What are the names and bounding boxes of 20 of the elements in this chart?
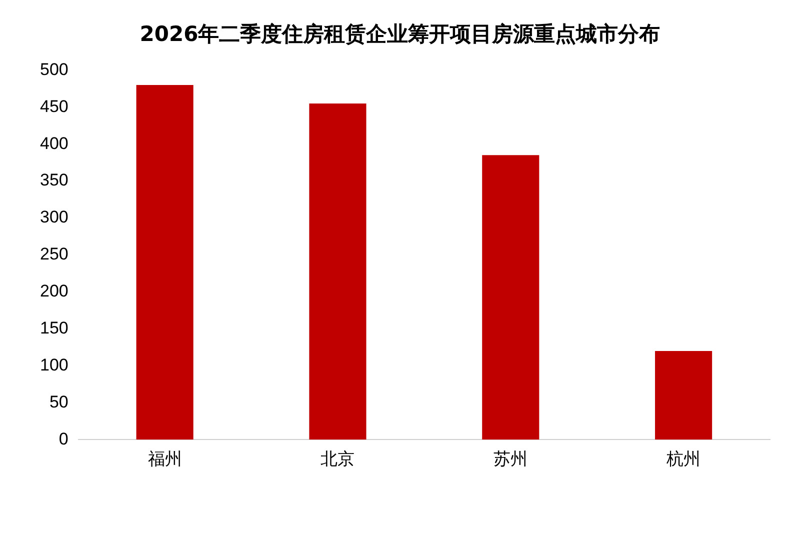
bar [309, 103, 366, 440]
y-tick-label: 350 [40, 170, 68, 190]
bar [655, 350, 712, 440]
y-tick-label: 50 [49, 392, 68, 412]
x-tick-label: 杭州 [666, 449, 701, 468]
chart-title: 2026年二季度住房租赁企业筹开项目房源重点城市分布 [138, 21, 662, 48]
bar [136, 84, 194, 440]
y-tick-label: 250 [40, 244, 68, 264]
y-tick-label: 200 [40, 282, 68, 301]
y-tick-label: 400 [40, 134, 68, 153]
y-tick-label: 500 [40, 60, 68, 79]
y-tick-label: 450 [40, 96, 68, 116]
y-tick-label: 100 [40, 355, 68, 374]
x-tick-label: 苏州 [494, 449, 528, 468]
y-tick-label: 150 [40, 318, 68, 338]
bar [482, 155, 540, 440]
x-tick-label: 北京 [320, 449, 355, 468]
y-tick-label: 0 [58, 429, 68, 448]
x-tick-label: 福州 [148, 449, 182, 468]
y-tick-label: 300 [40, 208, 68, 227]
